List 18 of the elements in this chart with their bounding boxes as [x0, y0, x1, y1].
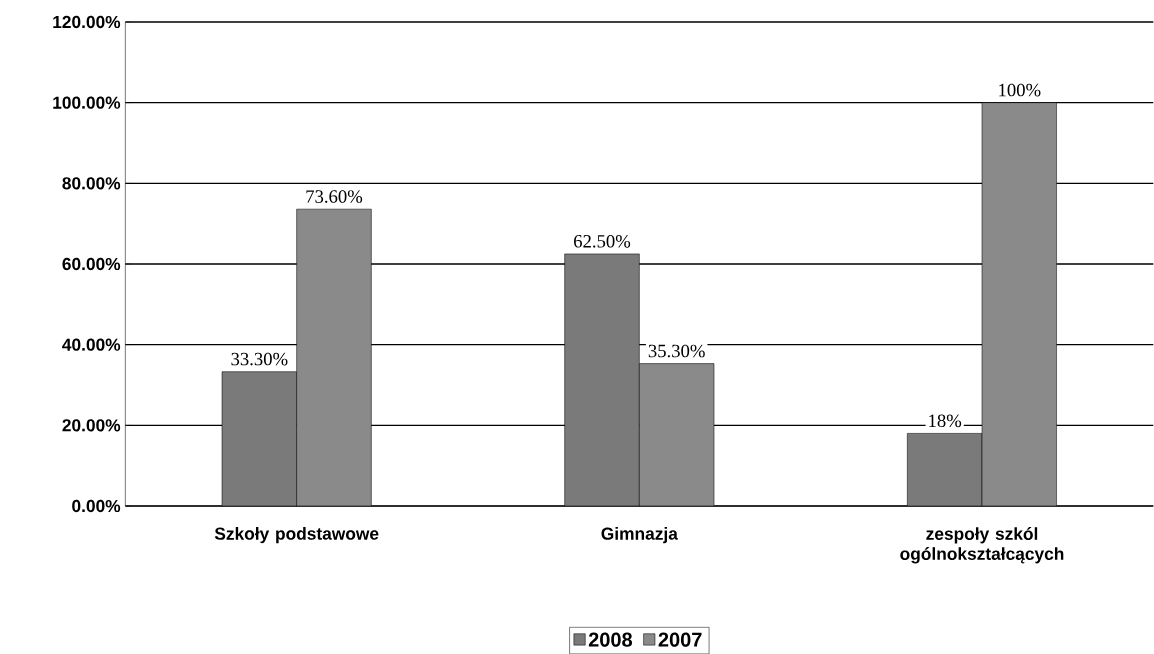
legend-label: 2008 [588, 632, 633, 647]
data-label: 62.50% [574, 234, 631, 248]
x-tick-label: Szkoły podstawowe [214, 527, 379, 544]
y-tick-label: 80.00% [62, 177, 121, 190]
data-label: 35.30% [648, 344, 705, 358]
y-tick-label: 120.00% [53, 15, 121, 29]
x-tick-label: Gimnazja [601, 527, 678, 544]
data-label: 33.30% [231, 352, 288, 366]
y-tick-label: 20.00% [62, 419, 121, 432]
y-tick-label: 40.00% [62, 338, 121, 351]
x-tick-label: zespoły szkól ogólnokształcących [900, 527, 1064, 564]
data-label: 73.60% [306, 190, 363, 203]
legend-label: 2007 [658, 632, 702, 647]
y-tick-label: 100.00% [53, 96, 121, 109]
data-label: 100% [999, 83, 1041, 97]
y-tick-label: 0.00% [72, 499, 121, 513]
y-tick-label: 60.00% [62, 257, 121, 271]
data-label: 18% [929, 414, 962, 428]
